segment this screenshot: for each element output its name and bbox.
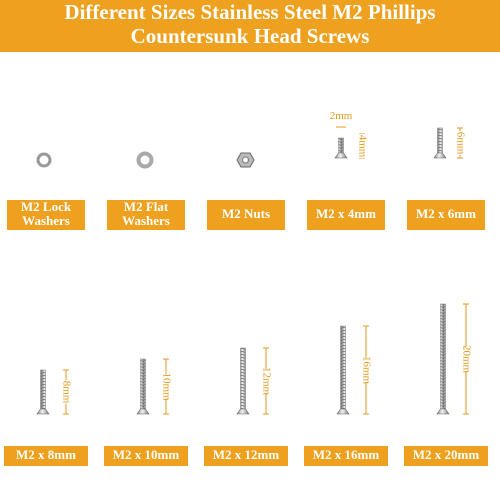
screw-head bbox=[36, 408, 50, 415]
screw-head bbox=[336, 408, 350, 415]
item-label: M2 Lock bbox=[21, 199, 72, 214]
dimension-gap bbox=[356, 134, 368, 158]
label-box bbox=[207, 200, 285, 230]
item-label: M2 x 12mm bbox=[213, 447, 280, 462]
dimension-label: 12mm bbox=[260, 367, 272, 396]
dimension-label: 10mm bbox=[160, 372, 172, 401]
label-box bbox=[404, 446, 488, 466]
screw-head bbox=[433, 152, 447, 159]
screw-head bbox=[236, 408, 250, 415]
item-label: M2 x 6mm bbox=[416, 206, 476, 221]
dimension-gap bbox=[260, 369, 272, 393]
screw-head bbox=[436, 408, 450, 415]
dimension-gap bbox=[160, 374, 172, 399]
header-bar bbox=[0, 0, 500, 52]
lock-washer bbox=[36, 152, 52, 168]
dimension-gap bbox=[460, 347, 472, 371]
screw-shaft bbox=[440, 303, 446, 410]
dimension-label: 2mm bbox=[330, 110, 353, 122]
label-box bbox=[407, 200, 485, 230]
item-label: M2 Flat bbox=[124, 199, 169, 214]
title-line: Different Sizes Stainless Steel M2 Phill… bbox=[64, 0, 435, 24]
dimension-label: 20mm bbox=[460, 345, 472, 374]
dimension-label: 6mm bbox=[454, 132, 466, 155]
label-box bbox=[7, 200, 85, 230]
screw-head bbox=[334, 152, 348, 159]
item-label: M2 Nuts bbox=[222, 206, 270, 221]
item-label: M2 x 8mm bbox=[16, 447, 76, 462]
screw-shaft bbox=[240, 347, 246, 410]
item-label: Washers bbox=[22, 213, 70, 228]
dimension-label: 16mm bbox=[360, 356, 372, 385]
flat-washer bbox=[136, 151, 154, 169]
label-box bbox=[104, 446, 188, 466]
dimension-gap bbox=[454, 131, 466, 155]
item-label: M2 x 16mm bbox=[313, 447, 380, 462]
label-box bbox=[204, 446, 288, 466]
label-box bbox=[307, 200, 385, 230]
label-box bbox=[304, 446, 388, 466]
item-label: M2 x 20mm bbox=[413, 447, 480, 462]
screw-shaft bbox=[340, 325, 346, 410]
dimension-gap bbox=[60, 380, 72, 404]
screw-head bbox=[136, 408, 150, 415]
title-line: Countersunk Head Screws bbox=[131, 24, 370, 48]
screw-shaft bbox=[140, 358, 146, 410]
item-label: Washers bbox=[122, 213, 170, 228]
dimension-label: 4mm bbox=[356, 135, 368, 158]
screw-shaft bbox=[40, 369, 46, 410]
item-label: M2 x 10mm bbox=[113, 447, 180, 462]
nut-hole bbox=[242, 156, 249, 164]
dimension-label: 8mm bbox=[60, 381, 72, 404]
screw-shaft bbox=[437, 127, 443, 154]
label-box bbox=[107, 200, 185, 230]
screw-shaft bbox=[338, 137, 344, 154]
dimension-gap bbox=[360, 358, 372, 382]
label-box bbox=[4, 446, 88, 466]
item-label: M2 x 4mm bbox=[316, 206, 376, 221]
